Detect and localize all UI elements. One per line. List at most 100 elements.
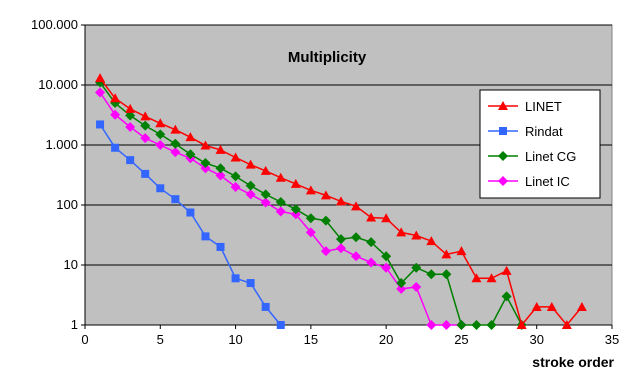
data-point <box>245 189 256 200</box>
data-point <box>185 132 196 142</box>
legend-label: Rindat <box>525 124 563 139</box>
y-tick-label: 10 <box>64 257 78 272</box>
data-point <box>411 281 422 292</box>
data-point <box>96 120 105 129</box>
data-point <box>275 172 286 182</box>
data-point <box>441 269 452 280</box>
x-tick-label: 10 <box>228 332 242 347</box>
data-point <box>498 151 508 161</box>
data-point <box>200 158 211 169</box>
y-tick-label: 100.000 <box>31 17 78 32</box>
data-point <box>125 110 136 121</box>
x-tick-label: 35 <box>605 332 619 347</box>
data-point <box>230 181 241 192</box>
y-tick-label: 10.000 <box>38 77 78 92</box>
data-point <box>441 249 452 259</box>
data-point <box>396 283 407 294</box>
data-point <box>471 273 482 283</box>
data-point <box>215 163 226 174</box>
data-point <box>156 184 165 193</box>
data-point <box>351 232 362 243</box>
series-linet-ic <box>95 87 467 330</box>
data-point <box>335 196 346 206</box>
legend-label: LINET <box>525 99 562 114</box>
data-point <box>110 109 121 120</box>
data-point <box>561 320 572 329</box>
data-point <box>125 103 136 113</box>
data-point <box>246 279 255 288</box>
x-tick-label: 20 <box>379 332 393 347</box>
data-point <box>499 127 507 135</box>
data-point <box>290 178 301 188</box>
x-tick-label: 30 <box>529 332 543 347</box>
data-point <box>245 159 256 169</box>
data-point <box>381 251 392 262</box>
data-point <box>335 243 346 254</box>
data-point <box>411 230 422 240</box>
data-point <box>111 143 120 152</box>
data-point <box>125 121 136 132</box>
data-point <box>245 180 256 191</box>
data-point <box>486 273 497 283</box>
data-point <box>501 265 512 275</box>
data-point <box>531 301 542 311</box>
series-layer <box>95 73 587 330</box>
data-point <box>140 133 151 144</box>
data-point <box>185 149 196 160</box>
data-point <box>501 291 512 302</box>
data-point <box>95 87 106 98</box>
data-point <box>261 302 270 311</box>
data-point <box>498 101 508 110</box>
chart-title: Multiplicity <box>288 49 367 66</box>
data-point <box>411 262 422 273</box>
data-point <box>305 185 316 195</box>
data-point <box>366 257 377 268</box>
data-point <box>201 232 210 241</box>
legend: LINET Rindat Linet CG Linet IC <box>479 89 601 199</box>
data-point <box>140 120 151 131</box>
data-point <box>110 93 121 103</box>
data-point <box>441 320 452 330</box>
legend-label: Linet IC <box>525 174 570 189</box>
data-point <box>381 262 392 273</box>
data-point <box>215 144 226 154</box>
data-point <box>305 213 316 224</box>
data-point <box>335 234 346 245</box>
data-point <box>486 320 497 330</box>
y-tick-label: 100 <box>56 197 78 212</box>
data-point <box>126 156 135 165</box>
data-point <box>320 215 331 226</box>
data-point <box>260 197 271 208</box>
x-tick-label: 25 <box>454 332 468 347</box>
data-point <box>546 301 557 311</box>
y-tick-label: 1 <box>71 317 78 332</box>
x-tick-label: 0 <box>81 332 88 347</box>
data-point <box>290 204 301 215</box>
data-point <box>366 237 377 248</box>
data-point <box>426 320 437 330</box>
legend-label: Linet CG <box>525 149 576 164</box>
data-point <box>186 208 195 217</box>
series-rindat <box>96 120 285 329</box>
data-point <box>155 129 166 140</box>
data-point <box>230 152 241 162</box>
data-point <box>275 197 286 208</box>
data-point <box>576 301 587 311</box>
data-point <box>426 236 437 246</box>
data-point <box>498 176 508 186</box>
data-point <box>320 190 331 200</box>
data-point <box>396 278 407 289</box>
series-linet <box>95 73 587 329</box>
data-point <box>155 118 166 128</box>
data-point <box>216 242 225 251</box>
data-point <box>260 189 271 200</box>
data-point <box>230 171 241 182</box>
data-point <box>456 320 467 330</box>
data-point <box>200 163 211 174</box>
data-point <box>381 213 392 223</box>
data-point <box>275 206 286 217</box>
data-point <box>170 138 181 149</box>
x-axis-title: stroke order <box>532 354 614 370</box>
x-tick-label: 15 <box>304 332 318 347</box>
